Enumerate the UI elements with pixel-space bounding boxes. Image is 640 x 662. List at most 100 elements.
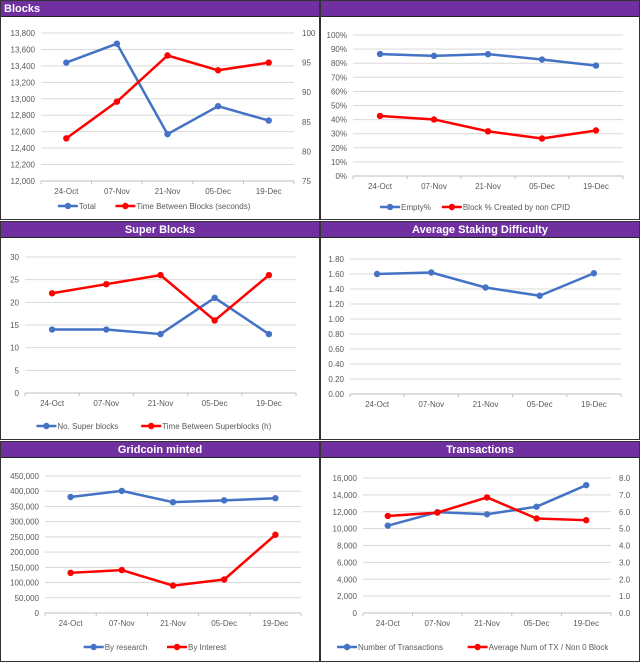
x-tick-label: 19-Dec <box>583 182 609 191</box>
y-tick-label: 30% <box>331 130 347 139</box>
legend-swatch-marker <box>148 422 155 430</box>
x-tick-label: 24-Oct <box>59 619 84 628</box>
data-point <box>113 40 121 47</box>
y2-tick-label: 1.0 <box>619 592 631 601</box>
legend-swatch-marker <box>386 203 394 211</box>
legend-label: Number of Transactions <box>358 643 443 652</box>
y-tick-label: 25 <box>10 276 19 285</box>
y-tick-label: 10,000 <box>333 525 358 534</box>
data-point <box>157 271 164 279</box>
legend-label: By research <box>105 643 148 652</box>
data-point <box>118 566 126 574</box>
data-point <box>483 511 491 518</box>
y-tick-label: 60% <box>331 87 347 96</box>
y-tick-label: 12,800 <box>11 111 36 120</box>
data-point <box>434 509 441 516</box>
chart-panel-superblocks: Super Blocks 0 5 10 15 20 25 30 24-Oct 07-Nov 21-… <box>0 221 320 440</box>
x-tick-label: 21-Nov <box>474 619 500 628</box>
x-tick-label: 21-Nov <box>475 182 501 191</box>
y-tick-label: 1.60 <box>328 270 344 279</box>
data-point <box>590 270 598 277</box>
data-point <box>48 290 56 297</box>
y-tick-label: 12,000 <box>11 177 36 186</box>
y-tick-label: 12,400 <box>11 144 36 153</box>
y2-tick-label: 6.0 <box>619 508 631 517</box>
x-tick-label: 07-Nov <box>104 187 130 196</box>
series-line <box>377 271 595 297</box>
y-tick-label: 12,000 <box>333 508 358 517</box>
x-tick-label: 05-Dec <box>211 619 237 628</box>
data-point <box>214 67 222 74</box>
y-tick-label: 450,000 <box>10 472 39 481</box>
data-point <box>48 326 56 333</box>
y-tick-label: 13,600 <box>11 45 36 54</box>
x-tick-label: 05-Dec <box>527 400 553 409</box>
data-point <box>164 130 171 138</box>
legend-label: By Interest <box>188 643 227 652</box>
y-tick-label: 30 <box>10 253 19 262</box>
data-point <box>536 292 543 299</box>
x-tick-label: 19-Dec <box>573 619 599 628</box>
data-point <box>113 98 121 105</box>
x-tick-label: 21-Nov <box>473 400 499 409</box>
legend: Total Time Between Blocks (seconds) <box>57 202 251 211</box>
data-point <box>265 330 273 338</box>
y-tick-label: 0% <box>335 172 347 181</box>
y-tick-label: 14,000 <box>333 491 358 500</box>
y-tick-label: 2,000 <box>337 592 358 601</box>
y-tick-label: 300,000 <box>10 518 39 527</box>
x-tick-label: 05-Dec <box>524 619 550 628</box>
data-point <box>373 270 381 278</box>
legend-item: By research <box>83 643 148 652</box>
y-tick-label: 20 <box>10 298 19 307</box>
y2-tick-label: 8.0 <box>619 474 631 483</box>
data-point <box>538 56 546 63</box>
data-point <box>103 281 110 288</box>
chart-panel-minted: Gridcoin minted 0 50,000 100,000 150,000 200… <box>0 441 320 662</box>
y-tick-label: 1.20 <box>328 300 344 309</box>
y2-tick-label: 85 <box>302 118 311 127</box>
chart-svg-minted: 0 50,000 100,000 150,000 200,000 250,000 300,0… <box>10 472 302 652</box>
chart-svg-blocks: 12,000 12,200 12,400 12,600 12,800 13,000 13,2… <box>11 29 316 211</box>
x-tick-label: 24-Oct <box>40 399 65 408</box>
chart-title: Blocks <box>1 1 319 17</box>
data-point <box>538 135 546 142</box>
y2-tick-label: 5.0 <box>619 525 631 534</box>
legend-swatch-marker <box>122 202 129 210</box>
legend-swatch-marker <box>90 643 97 651</box>
legend-label: Time Between Superblocks (h) <box>162 422 271 431</box>
y-tick-label: 1.00 <box>328 315 344 324</box>
legend-item: Number of Transactions <box>337 643 443 652</box>
data-point <box>430 52 438 60</box>
legend-item: Time Between Superblocks (h) <box>141 422 272 431</box>
data-point <box>157 330 164 338</box>
data-point <box>484 50 492 58</box>
chart-panel-blocks: Blocks 12,000 12,200 12,400 12,600 12,800 13,… <box>0 0 320 220</box>
data-point <box>214 102 222 110</box>
y-tick-label: 10 <box>10 344 19 353</box>
y2-tick-label: 95 <box>302 59 311 68</box>
legend-item: Total <box>57 202 96 211</box>
x-tick-label: 24-Oct <box>365 400 390 409</box>
data-point <box>265 59 272 66</box>
y-tick-label: 0 <box>15 389 20 398</box>
y-tick-label: 1.80 <box>328 255 344 264</box>
y2-tick-label: 4.0 <box>619 542 631 551</box>
legend-swatch-marker <box>64 202 72 210</box>
legend-label: Empty% <box>401 203 431 212</box>
chart-title <box>321 1 639 17</box>
y-tick-label: 70% <box>331 73 347 82</box>
data-point <box>221 497 228 504</box>
legend-item: Time Between Blocks (seconds) <box>115 202 251 211</box>
data-point <box>265 271 273 279</box>
y2-tick-label: 7.0 <box>619 491 631 500</box>
series-line <box>70 533 277 587</box>
data-point <box>63 59 70 66</box>
y2-tick-label: 2.0 <box>619 575 631 584</box>
y-tick-label: 12,600 <box>11 128 36 137</box>
data-point <box>103 326 110 333</box>
x-tick-label: 07-Nov <box>425 619 451 628</box>
data-point <box>272 531 279 538</box>
legend-swatch-marker <box>43 422 50 430</box>
chart-svg-staking: 0.00 0.20 0.40 0.60 0.80 1.00 1.20 1.40 1.60 1.80… <box>328 255 622 409</box>
